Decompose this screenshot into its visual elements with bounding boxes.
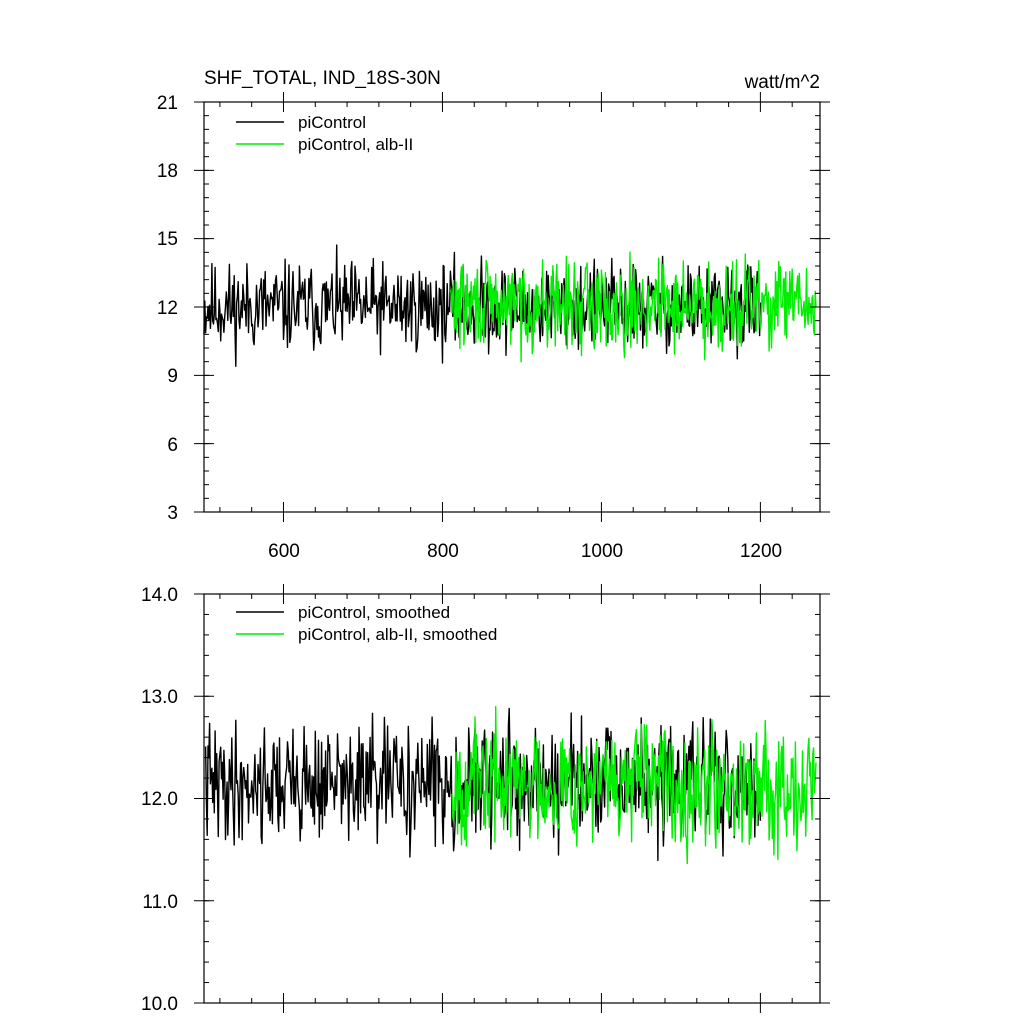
top-y-tick-label: 12 — [157, 298, 178, 319]
series-line-alb-ii — [451, 706, 817, 865]
bottom-y-tick-label: 13.0 — [141, 687, 178, 708]
legend-label-picontrol-smoothed: piControl, smoothed — [298, 603, 450, 622]
top-y-tick-label: 15 — [157, 229, 178, 250]
bottom-y-tick-label: 12.0 — [141, 789, 178, 810]
top-x-tick-label: 1200 — [740, 541, 782, 562]
bottom-panel-ticks — [194, 584, 830, 1013]
legend-label-picontrol: piControl — [298, 113, 366, 132]
bottom-panel-legend: piControl, smoothed piControl, alb-II, s… — [236, 603, 497, 644]
legend-label-alb-ii: piControl, alb-II — [298, 135, 413, 154]
top-panel-x-tick-labels: 600 800 1000 1200 — [268, 541, 782, 562]
top-panel-series-lines — [203, 244, 817, 367]
top-panel-legend: piControl piControl, alb-II — [236, 113, 413, 154]
top-x-tick-label: 1000 — [581, 541, 623, 562]
top-panel-units: watt/m^2 — [744, 72, 820, 93]
top-y-tick-label: 6 — [167, 435, 178, 456]
bottom-y-tick-label: 11.0 — [142, 892, 178, 913]
top-y-tick-label: 18 — [157, 161, 178, 182]
series-line-alb-ii — [449, 251, 817, 363]
top-y-tick-label: 21 — [157, 93, 178, 114]
top-panel-title: SHF_TOTAL, IND_18S-30N — [204, 68, 441, 89]
top-panel-ticks — [194, 92, 830, 522]
top-panel-y-tick-labels: 21 18 15 12 9 6 3 — [157, 93, 178, 524]
bottom-panel-y-tick-labels: 14.0 13.0 12.0 11.0 10.0 — [141, 585, 178, 1015]
bottom-y-tick-label: 10.0 — [141, 994, 178, 1015]
top-y-tick-label: 9 — [167, 366, 178, 387]
legend-label-alb-ii-smoothed: piControl, alb-II, smoothed — [298, 625, 497, 644]
top-x-tick-label: 600 — [268, 541, 300, 562]
bottom-y-tick-label: 14.0 — [141, 585, 178, 606]
bottom-panel: 14.0 13.0 12.0 11.0 10.0 piControl, smoo… — [141, 584, 830, 1015]
bottom-panel-series-lines — [204, 706, 817, 865]
top-panel: SHF_TOTAL, IND_18S-30N watt/m^2 21 18 15… — [157, 68, 830, 562]
top-x-tick-label: 800 — [427, 541, 459, 562]
top-y-tick-label: 3 — [167, 503, 178, 524]
